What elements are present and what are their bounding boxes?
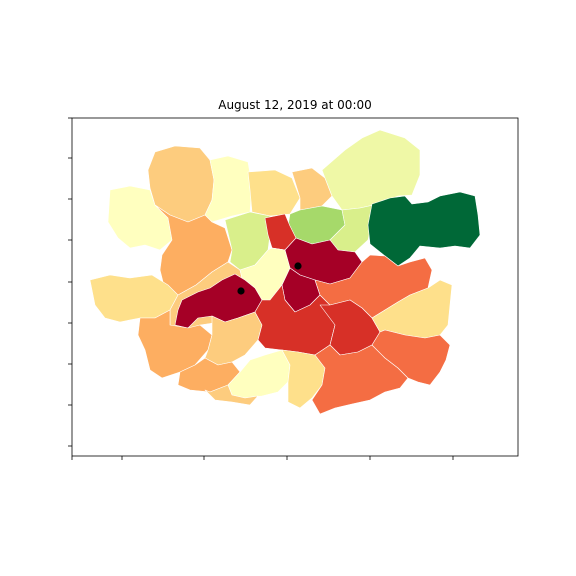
region-south-6 (311, 344, 409, 415)
region-northeast-1 (321, 129, 421, 211)
marker-a (294, 262, 302, 270)
regions (89, 129, 481, 415)
region-north-1 (204, 155, 253, 223)
marker-b (237, 287, 245, 295)
region-south-1 (204, 311, 263, 366)
region-south-5 (204, 384, 259, 406)
region-south-4 (281, 349, 326, 409)
x-axis-ticks (71, 456, 454, 460)
region-north-3 (291, 167, 333, 211)
region-northeast-2 (329, 203, 379, 253)
region-east-green (367, 191, 481, 267)
y-axis-ticks (68, 117, 72, 447)
map-title: August 12, 2019 at 00:00 (218, 98, 372, 112)
region-west-1 (107, 185, 173, 251)
axes-frame (71, 117, 519, 457)
region-north-2 (247, 169, 301, 217)
region-southeast-2 (371, 329, 451, 386)
